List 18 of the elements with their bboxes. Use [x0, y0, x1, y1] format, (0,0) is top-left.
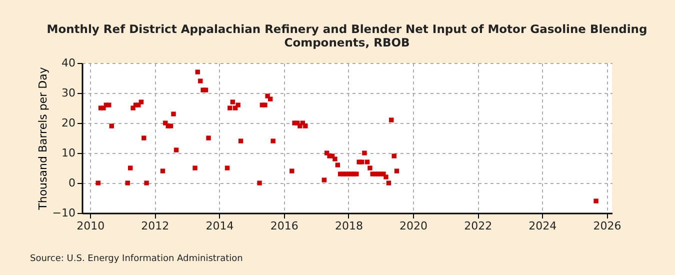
- y-tick-label: 20: [62, 116, 76, 130]
- y-tick-label: 10: [62, 146, 76, 160]
- y-tick-label: −10: [52, 206, 76, 220]
- x-tick-label: 2010: [76, 220, 105, 232]
- x-tick-label: 2024: [528, 220, 557, 232]
- x-tick-label: 2026: [593, 220, 622, 232]
- x-tick-label: 2016: [270, 220, 298, 232]
- y-tick-label: 30: [62, 86, 76, 100]
- source-note: Source: U.S. Energy Information Administration: [30, 254, 243, 264]
- x-tick-label: 2012: [141, 220, 170, 232]
- chart-title: Monthly Ref District Appalachian Refinery and Blender Net Input of Motor Gasoline Blending Components, RBOB: [46, 22, 648, 50]
- y-tick-label: 0: [68, 176, 76, 190]
- x-tick-label: 2014: [206, 220, 234, 232]
- y-tick-label: 40: [62, 56, 76, 70]
- x-tick-label: 2020: [399, 220, 428, 232]
- y-axis-title: Thousand Barrels per Day: [36, 66, 50, 211]
- x-tick-label: 2018: [334, 220, 363, 232]
- x-tick-label: 2022: [464, 220, 492, 232]
